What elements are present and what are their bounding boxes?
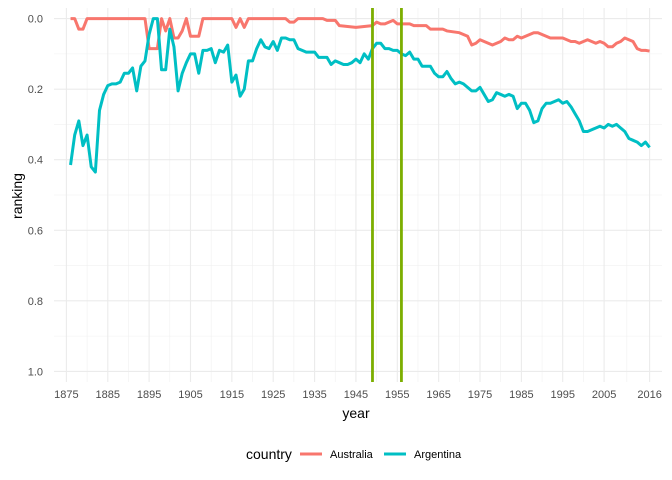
vline-layer — [371, 8, 403, 382]
series-line-argentina — [69, 17, 651, 174]
x-tick-label: 1975 — [468, 389, 492, 401]
series-line-australia — [70, 17, 650, 53]
x-tick-label: 1985 — [509, 389, 533, 401]
x-tick-label: 2005 — [592, 389, 616, 401]
y-tick-label: 0.2 — [28, 84, 43, 96]
x-tick-label: 1995 — [550, 389, 574, 401]
x-tick-label: 1965 — [426, 389, 450, 401]
x-tick-label: 1915 — [220, 389, 244, 401]
y-tick-label: 1.0 — [28, 366, 43, 378]
x-tick-label: 1935 — [302, 389, 326, 401]
y-tick-label: 0.6 — [28, 225, 43, 237]
x-tick-label: 1945 — [344, 389, 368, 401]
legend-label-australia: Australia — [330, 449, 374, 461]
x-tick-label: 1905 — [178, 389, 202, 401]
x-tick-label: 1875 — [54, 389, 78, 401]
x-tick-label: 1925 — [261, 389, 285, 401]
x-tick-label: 1955 — [385, 389, 409, 401]
y-tick-label: 0.0 — [28, 14, 43, 26]
legend-label-argentina: Argentina — [414, 449, 462, 461]
grid-minor — [54, 8, 662, 382]
x-tick-label: 1895 — [137, 389, 161, 401]
x-axis-ticks: 1875 1885 1895 1905 1915 1925 1935 1945 1955 1965… — [54, 389, 662, 401]
y-axis-title: ranking — [9, 173, 25, 219]
legend: country Australia Argentina — [246, 446, 462, 462]
x-axis-title: year — [342, 405, 370, 421]
grid-major — [54, 8, 662, 382]
series-layer — [69, 17, 651, 174]
x-tick-label: 2016 — [637, 389, 661, 401]
y-axis-ticks: 0.0 0.2 0.4 0.6 0.8 1.0 — [28, 14, 43, 379]
x-tick-label: 1885 — [96, 389, 120, 401]
y-tick-label: 0.8 — [28, 296, 43, 308]
legend-title: country — [246, 446, 292, 462]
y-tick-label: 0.4 — [28, 155, 43, 167]
